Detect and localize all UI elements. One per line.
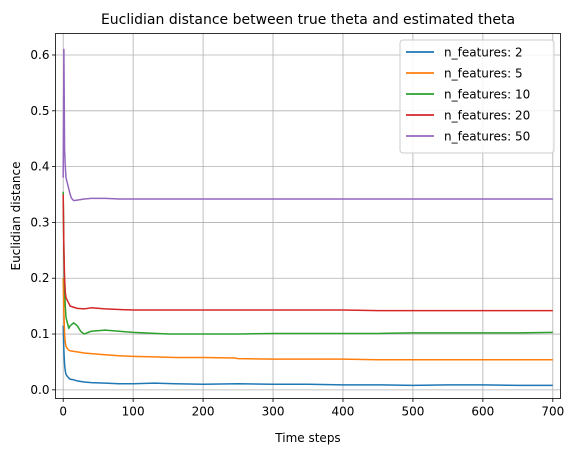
legend-label: n_features: 5	[444, 67, 523, 81]
series-layer	[62, 48, 553, 387]
y-axis: 0.0 0.1 0.2 0.3 0.4 0.5 0.6	[30, 48, 56, 397]
x-axis: 0 100 200 300 400 500 600 700	[59, 398, 564, 419]
x-tick-label: 300	[262, 405, 285, 419]
x-tick-label: 100	[122, 405, 145, 419]
x-tick-label: 400	[332, 405, 355, 419]
x-tick-label: 0	[59, 405, 67, 419]
y-tick-label: 0.3	[30, 215, 49, 229]
legend-box	[399, 39, 555, 154]
legend: n_features: 2 n_features: 5 n_features: 10…	[399, 39, 555, 154]
series-line-n-features-20	[62, 194, 553, 312]
legend-label: n_features: 2	[444, 46, 523, 60]
x-tick-label: 500	[401, 405, 424, 419]
series-line-n-features-2	[62, 325, 553, 387]
y-tick-label: 0.5	[30, 104, 49, 118]
legend-label: n_features: 50	[444, 130, 530, 144]
y-tick-label: 0.4	[30, 160, 49, 174]
x-tick-label: 200	[192, 405, 215, 419]
chart-title: Euclidian distance between true theta an…	[101, 12, 515, 28]
x-tick-label: 600	[471, 405, 494, 419]
plot-frame	[55, 33, 561, 399]
y-tick-label: 0.0	[30, 383, 49, 397]
legend-label: n_features: 20	[444, 109, 530, 123]
series-line-n-features-50	[62, 48, 553, 202]
y-tick-label: 0.1	[30, 327, 49, 341]
y-axis-label: Euclidian distance	[9, 161, 23, 270]
x-axis-label: Time steps	[274, 431, 340, 445]
y-tick-label: 0.2	[30, 271, 49, 285]
y-tick-label: 0.6	[30, 48, 49, 62]
x-tick-label: 700	[541, 405, 564, 419]
series-line-n-features-5	[62, 278, 553, 361]
legend-label: n_features: 10	[444, 88, 530, 102]
series-line-n-features-10	[62, 191, 553, 335]
